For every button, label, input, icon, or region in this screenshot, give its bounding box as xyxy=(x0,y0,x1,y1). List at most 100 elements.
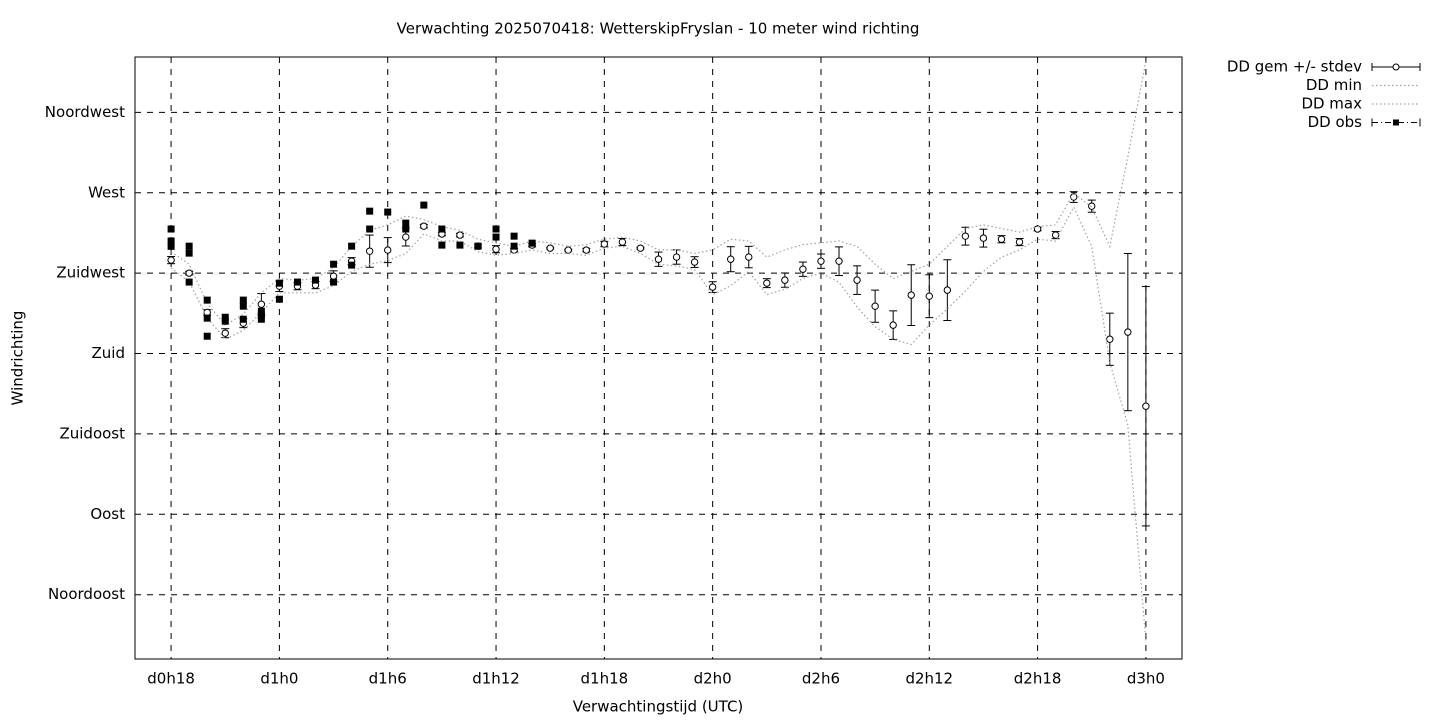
obs-point xyxy=(221,313,229,321)
obs-point xyxy=(167,225,175,233)
obs-point xyxy=(239,302,247,310)
obs-point xyxy=(185,242,193,250)
mean-point xyxy=(1142,402,1150,410)
mean-point xyxy=(835,257,843,265)
obs-point xyxy=(402,225,410,233)
legend-label: DD max xyxy=(1301,95,1362,113)
obs-point xyxy=(257,307,265,315)
obs-point xyxy=(402,219,410,227)
obs-point xyxy=(185,249,193,257)
obs-point xyxy=(239,296,247,304)
x-tick-label: d2h18 xyxy=(1014,670,1062,688)
obs-point xyxy=(203,314,211,322)
chart-title: Verwachting 2025070418: WetterskipFrysla… xyxy=(397,20,920,38)
obs-point xyxy=(221,317,229,325)
obs-point xyxy=(203,332,211,340)
mean-point xyxy=(690,258,699,266)
x-tick-label: d3h0 xyxy=(1127,670,1165,688)
x-tick-label: d1h6 xyxy=(369,670,407,688)
mean-point xyxy=(1015,238,1024,246)
legend-label: DD obs xyxy=(1308,113,1363,131)
y-tick-label: Zuidwest xyxy=(56,264,125,282)
mean-point xyxy=(1106,335,1114,343)
obs-point xyxy=(203,296,211,304)
obs-point xyxy=(312,276,320,284)
y-tick-label: Zuidoost xyxy=(59,424,125,442)
obs-point xyxy=(528,239,536,247)
mean-point xyxy=(799,265,807,273)
mean-point xyxy=(221,329,229,337)
mean-point xyxy=(997,235,1006,243)
obs-point xyxy=(384,208,392,216)
mean-point xyxy=(871,302,879,310)
x-tick-label: d2h6 xyxy=(802,670,840,688)
mean-point xyxy=(384,246,392,254)
obs-point xyxy=(492,225,500,233)
mean-point xyxy=(420,222,428,230)
mean-point xyxy=(817,257,825,265)
mean-point xyxy=(636,244,645,252)
mean-point xyxy=(943,286,952,294)
legend-label: DD gem +/- stdev xyxy=(1227,58,1362,76)
legend-marker xyxy=(1392,63,1400,71)
mean-point xyxy=(564,246,572,254)
y-tick-label: West xyxy=(88,183,125,201)
mean-point xyxy=(925,292,933,300)
legend-label: DD min xyxy=(1306,76,1362,94)
obs-point xyxy=(474,242,482,250)
obs-point xyxy=(456,241,464,249)
mean-point xyxy=(979,234,988,242)
mean-point xyxy=(1051,231,1060,239)
y-tick-label: Zuid xyxy=(92,344,125,362)
obs-point xyxy=(257,311,265,319)
mean-point xyxy=(853,276,861,284)
y-axis-label: Windrichting xyxy=(9,311,27,406)
mean-point xyxy=(618,238,627,246)
obs-point xyxy=(293,278,301,286)
obs-point xyxy=(275,295,283,303)
obs-point xyxy=(330,260,338,268)
obs-point xyxy=(330,278,338,286)
obs-point xyxy=(239,315,247,323)
obs-point xyxy=(348,261,356,269)
mean-point xyxy=(257,300,266,308)
obs-point xyxy=(167,242,175,250)
obs-point xyxy=(492,233,500,241)
mean-point xyxy=(708,283,717,291)
obs-point xyxy=(510,242,518,250)
mean-point xyxy=(745,253,753,261)
mean-point xyxy=(672,253,681,261)
mean-point xyxy=(185,269,193,277)
obs-point xyxy=(366,225,374,233)
mean-point xyxy=(654,255,663,263)
mean-point xyxy=(763,279,771,287)
x-tick-label: d1h18 xyxy=(581,670,629,688)
mean-point xyxy=(781,276,789,284)
obs-point xyxy=(420,201,428,209)
mean-point xyxy=(961,232,970,240)
mean-point xyxy=(402,233,410,241)
plot-border xyxy=(134,56,1183,660)
x-axis-label: Verwachtingstijd (UTC) xyxy=(573,698,744,716)
obs-point xyxy=(438,225,446,233)
legend-marker xyxy=(1393,119,1399,126)
mean-point xyxy=(727,255,735,263)
obs-point xyxy=(348,242,356,250)
mean-point xyxy=(1069,193,1078,201)
mean-point xyxy=(1033,225,1042,233)
y-tick-label: Oost xyxy=(90,505,125,523)
obs-point xyxy=(438,241,446,249)
mean-point xyxy=(907,291,915,299)
obs-point xyxy=(275,279,283,287)
obs-point xyxy=(167,237,175,245)
mean-point xyxy=(365,247,374,255)
mean-point xyxy=(456,231,464,239)
mean-point xyxy=(329,272,338,280)
mean-point xyxy=(167,256,175,264)
mean-point xyxy=(889,321,897,329)
x-tick-label: d2h12 xyxy=(905,670,953,688)
mean-point xyxy=(492,245,500,253)
obs-point xyxy=(510,232,518,240)
